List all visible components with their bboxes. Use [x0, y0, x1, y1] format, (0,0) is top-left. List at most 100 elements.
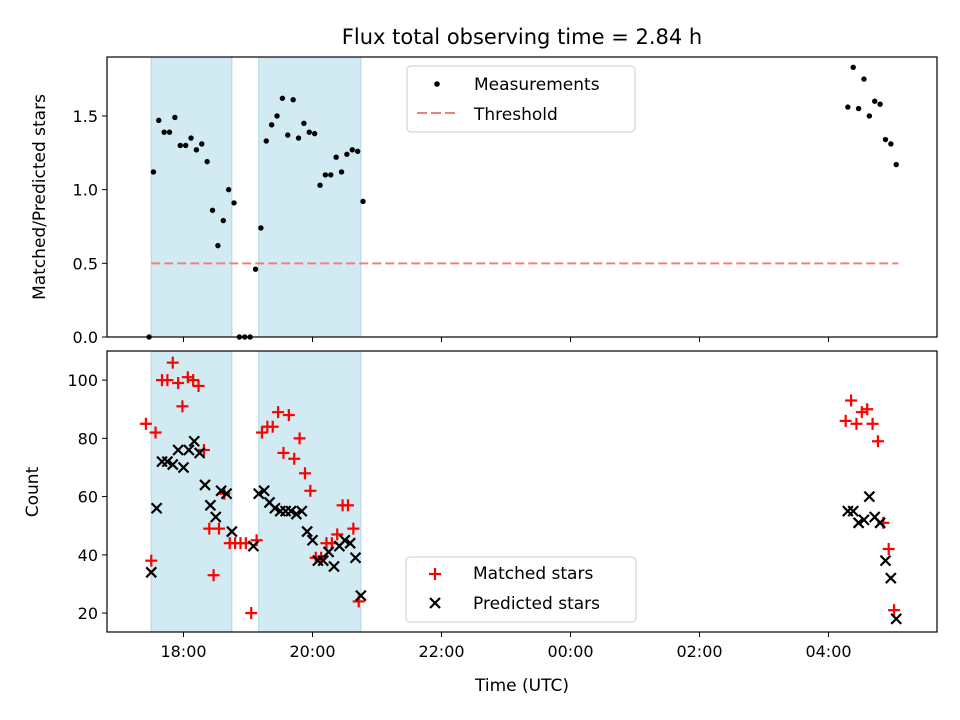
predicted-star-point: [328, 560, 340, 573]
matched-star-point: [161, 374, 174, 387]
bottom-y-tick-label: 20: [78, 604, 98, 623]
measurement-point: [354, 148, 361, 155]
measurement-point: [301, 120, 307, 127]
top-y-tick-label: 0.0: [73, 328, 98, 347]
matched-star-point: [871, 435, 884, 448]
measurement-point: [263, 138, 269, 144]
measurement-point: [258, 225, 264, 231]
legend-matched-marker: [429, 568, 441, 580]
measurement-point: [231, 200, 237, 206]
predicted-star-point: [161, 455, 174, 468]
top-y-ticks: 0.0 0.5 1.0 1.5: [73, 107, 107, 347]
matched-star-point: [341, 499, 354, 512]
bottom-y-axis-label: Count: [23, 466, 43, 517]
measurement-point: [220, 217, 226, 224]
matched-star-point: [212, 522, 225, 535]
measurement-point: [333, 154, 339, 160]
predicted-star-point: [166, 458, 179, 471]
measurement-point: [311, 130, 318, 137]
top-shaded-intervals: [150, 56, 362, 338]
chart-title: Flux total observing time = 2.84 h: [342, 25, 702, 49]
measurement-point: [861, 76, 867, 82]
bottom-x-tick-label: 18:00: [160, 642, 206, 661]
predicted-star-point: [301, 525, 313, 538]
predicted-star-point: [252, 487, 265, 500]
measurement-point: [156, 117, 162, 124]
measurement-point: [893, 161, 899, 168]
predicted-star-point: [295, 505, 308, 517]
top-shade-0: [150, 56, 233, 338]
top-panel: 0.0 0.5 1.0 1.5 Matched/Predicted stars Mea…: [30, 56, 938, 347]
matched-star-point: [304, 484, 317, 497]
predicted-star-point: [269, 502, 281, 515]
bottom-x-tick-label: 00:00: [547, 642, 593, 661]
measurement-point: [872, 98, 878, 104]
matched-star-point: [298, 467, 311, 480]
predicted-star-point: [317, 554, 330, 567]
matched-star-point: [166, 356, 179, 369]
matched-star-point: [192, 379, 205, 392]
predicted-star-point: [290, 508, 303, 520]
measurement-point: [877, 101, 883, 107]
predicted-star-point: [344, 537, 356, 549]
predicted-star-point: [885, 572, 897, 584]
predicted-star-point: [874, 517, 886, 529]
bottom-x-tick-label: 02:00: [676, 642, 722, 661]
top-y-tick-label: 0.5: [73, 254, 98, 273]
matched-star-point: [855, 406, 868, 419]
matched-star-point: [187, 374, 200, 387]
predicted-star-point: [863, 490, 876, 503]
predicted-star-point: [355, 589, 367, 602]
predicted-star-point: [285, 505, 297, 517]
matched-star-point: [866, 417, 879, 430]
measurement-point: [199, 141, 205, 147]
predicted-star-point: [349, 551, 362, 564]
legend-measurement-marker: [434, 81, 440, 87]
matched-star-point: [282, 409, 295, 422]
legend-predicted-marker: [429, 597, 441, 609]
measurement-point: [285, 132, 291, 138]
bottom-legend: Matched stars Predicted stars: [405, 556, 637, 623]
measurement-point: [209, 207, 216, 213]
top-y-tick-label: 1.0: [73, 181, 98, 200]
measurement-point: [322, 172, 329, 178]
bottom-y-ticks: 20 40 60 80 100: [67, 371, 107, 623]
predicted-star-point: [258, 484, 270, 497]
bottom-legend-box: [405, 556, 637, 623]
measurement-point: [317, 182, 323, 188]
predicted-stars-points: [145, 435, 903, 625]
matched-star-point: [272, 406, 285, 419]
predicted-star-point: [879, 554, 892, 567]
bottom-x-tick-label: 20:00: [289, 642, 335, 661]
bottom-x-ticks: 18:00 20:00 22:00 00:00 02:00 04:00: [160, 632, 852, 661]
top-x-ticks: [183, 337, 829, 342]
legend-predicted-label: Predicted stars: [473, 594, 600, 614]
predicted-star-point: [842, 505, 854, 517]
matched-star-point: [266, 420, 279, 433]
bottom-y-tick-label: 80: [78, 429, 98, 448]
measurement-point: [290, 97, 296, 103]
measurement-point: [166, 129, 173, 135]
measurement-point: [845, 104, 851, 110]
measurement-point: [150, 169, 157, 175]
matched-star-point: [861, 403, 874, 416]
matched-star-point: [288, 452, 301, 465]
matched-star-point: [145, 554, 158, 567]
measurement-point: [268, 122, 275, 128]
predicted-star-point: [247, 540, 260, 552]
measurement-point: [306, 129, 312, 135]
measurement-point: [338, 169, 345, 175]
matched-star-point: [347, 522, 360, 535]
measurement-point: [252, 266, 259, 272]
top-shade-1: [258, 56, 362, 338]
bottom-y-tick-label: 100: [67, 371, 98, 390]
predicted-star-point: [226, 525, 238, 538]
predicted-star-point: [199, 479, 211, 491]
measurement-point: [188, 135, 194, 141]
bottom-y-tick-label: 40: [78, 546, 98, 565]
measurement-point: [193, 147, 200, 153]
measurement-point: [888, 141, 894, 147]
bottom-shade-0: [150, 350, 233, 633]
matched-star-point: [888, 604, 901, 617]
